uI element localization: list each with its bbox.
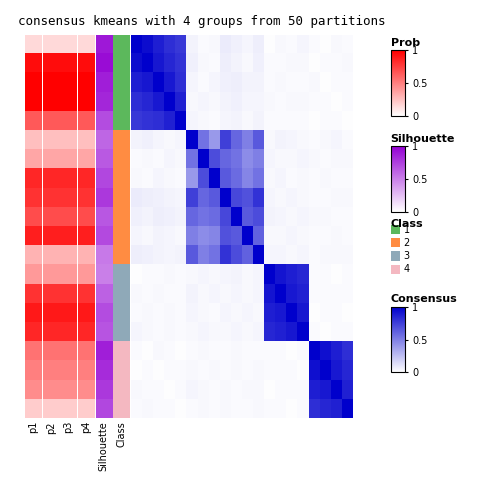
Text: 3: 3 [404,251,410,261]
Text: Class: Class [391,219,423,229]
Text: Consensus: Consensus [391,294,457,304]
Text: 4: 4 [404,264,410,274]
X-axis label: Silhouette: Silhouette [99,421,109,471]
X-axis label: p3: p3 [64,421,74,433]
Text: 2: 2 [404,238,410,248]
Text: 1: 1 [404,225,410,235]
X-axis label: p4: p4 [81,421,91,433]
Text: Silhouette: Silhouette [391,134,455,144]
X-axis label: p1: p1 [28,421,38,433]
X-axis label: Class: Class [116,421,127,447]
Text: consensus kmeans with 4 groups from 50 partitions: consensus kmeans with 4 groups from 50 p… [18,15,386,28]
Text: Prob: Prob [391,38,420,48]
X-axis label: p2: p2 [46,421,56,433]
